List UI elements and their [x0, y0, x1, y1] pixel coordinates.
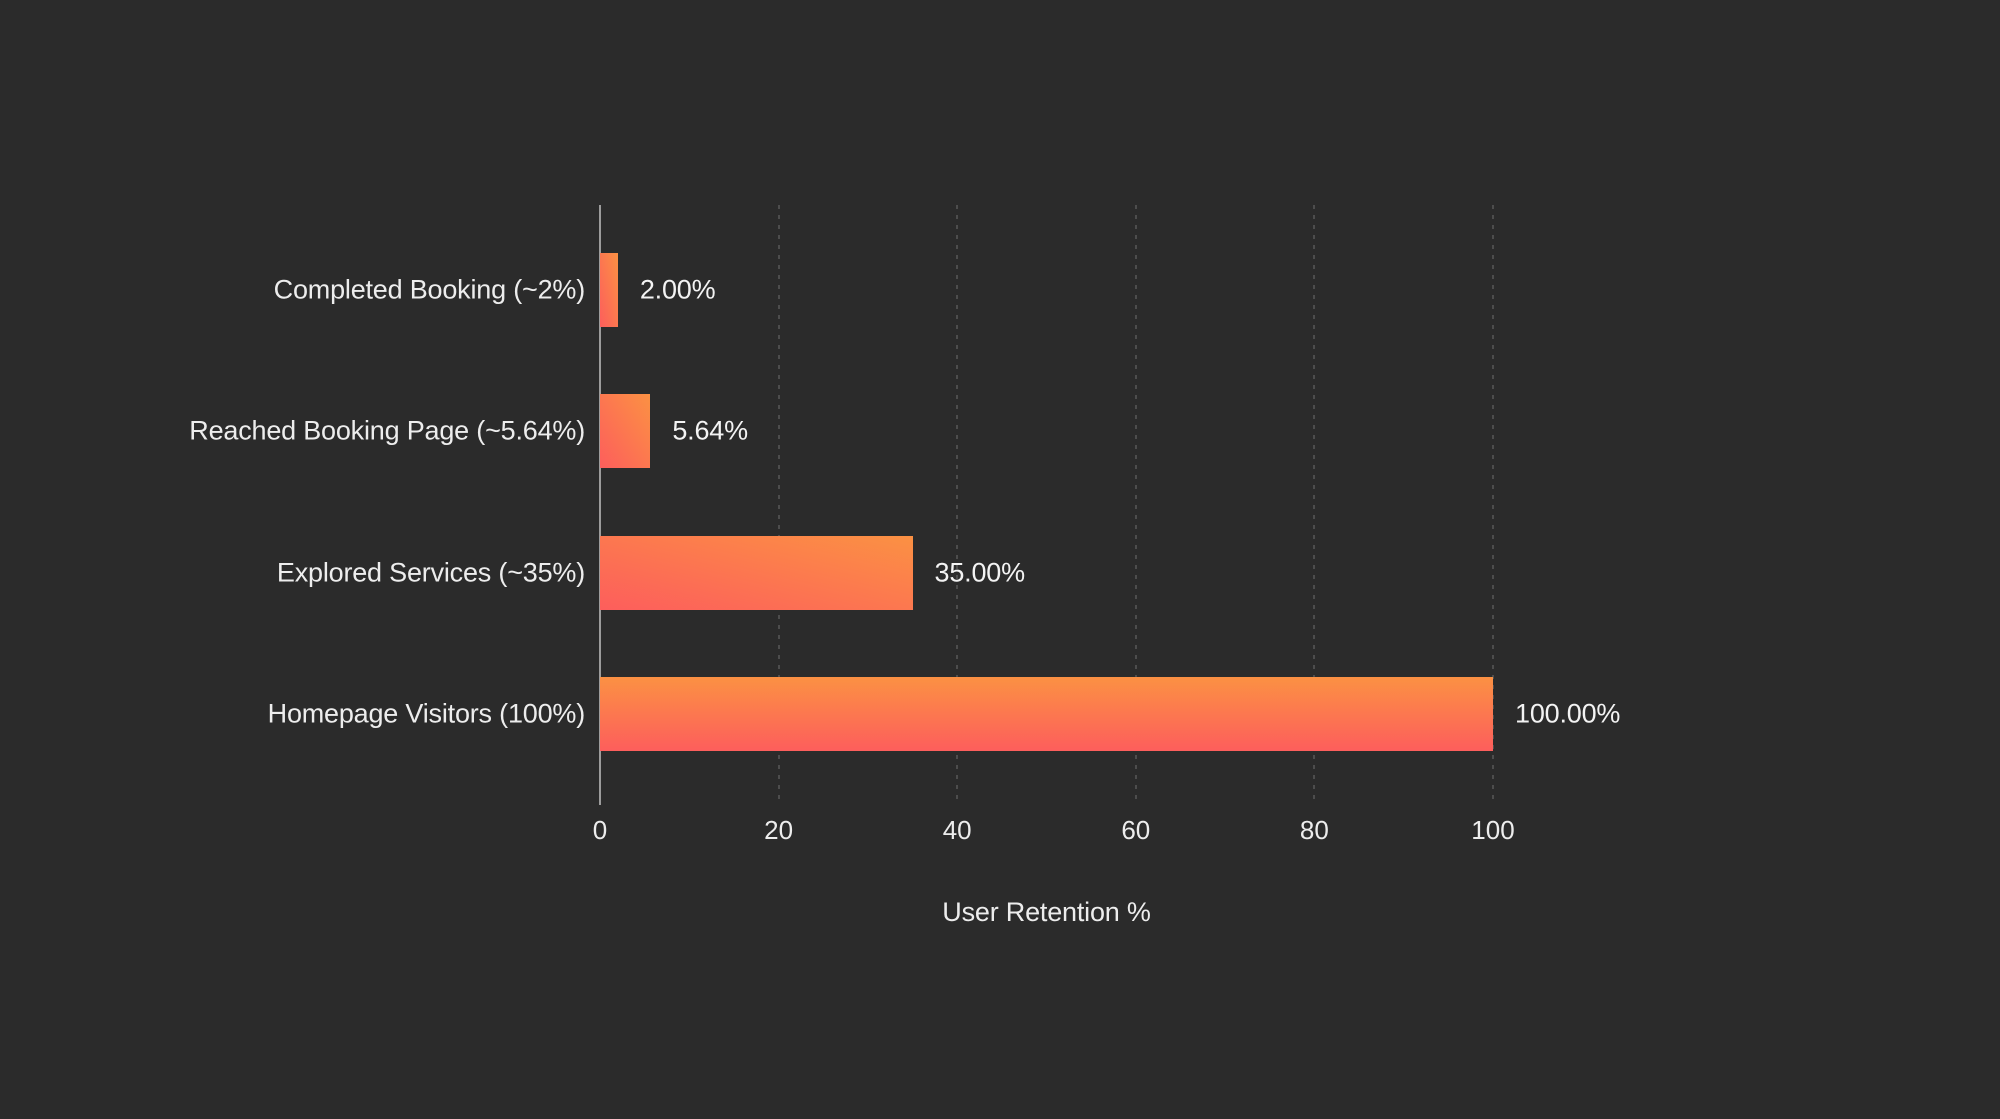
value-label: 100.00%	[1515, 698, 1621, 729]
value-label: 5.64%	[672, 415, 748, 446]
gridline-100	[1492, 205, 1494, 805]
category-label: Completed Booking (~2%)	[273, 274, 586, 305]
bar-row: Reached Booking Page (~5.64%) 5.64%	[189, 394, 1493, 469]
value-label: 35.00%	[934, 557, 1026, 588]
bar-row: Homepage Visitors (100%) 100.00%	[268, 676, 1620, 751]
plot-area: Completed Booking (~2%) 2.00% Reached Bo…	[189, 205, 1620, 927]
x-tick-0: 0	[592, 815, 608, 845]
bar	[600, 535, 913, 610]
category-label: Explored Services (~35%)	[276, 557, 585, 588]
x-tick-80: 80	[1299, 815, 1329, 845]
gridline-40	[956, 205, 959, 805]
bar	[600, 253, 618, 327]
x-tick-100: 100	[1471, 815, 1515, 845]
y-axis-zero-line	[599, 205, 601, 805]
x-tick-20: 20	[764, 815, 794, 845]
gridline-20	[777, 205, 780, 805]
bar-row: Explored Services (~35%) 35.00%	[277, 535, 1493, 610]
value-label: 2.00%	[639, 274, 716, 305]
gridline-60	[1134, 205, 1137, 805]
bar-row: Completed Booking (~2%) 2.00%	[274, 253, 1493, 327]
bar	[600, 394, 651, 469]
bar	[600, 676, 1493, 751]
x-tick-60: 60	[1121, 815, 1151, 845]
category-label: Homepage Visitors (100%)	[267, 698, 586, 729]
x-tick-40: 40	[942, 815, 972, 845]
x-axis-title: User Retention %	[942, 897, 1151, 927]
gridline-80	[1313, 205, 1316, 805]
category-label: Reached Booking Page (~5.64%)	[189, 415, 585, 446]
